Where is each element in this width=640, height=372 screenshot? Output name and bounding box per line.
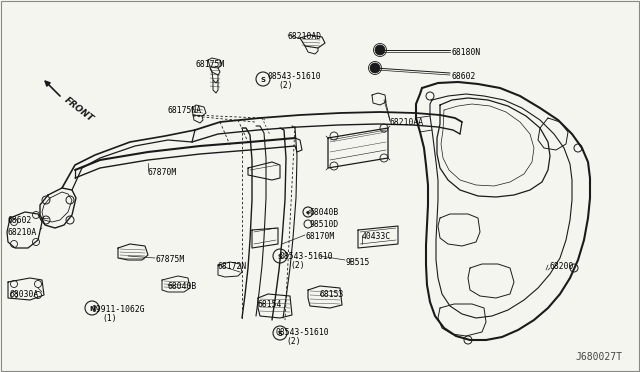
Text: 9B515: 9B515 — [345, 258, 369, 267]
Text: FRONT: FRONT — [63, 95, 95, 123]
Text: 67870M: 67870M — [148, 168, 177, 177]
Text: 68154: 68154 — [258, 300, 282, 309]
Text: 68210AA: 68210AA — [390, 118, 424, 127]
Text: (2): (2) — [290, 261, 305, 270]
Text: 68210A: 68210A — [8, 228, 37, 237]
Text: 68175M: 68175M — [195, 60, 224, 69]
Text: 40433C: 40433C — [362, 232, 391, 241]
Text: S: S — [278, 331, 282, 337]
Text: 08543-51610: 08543-51610 — [276, 328, 330, 337]
Text: 68200: 68200 — [550, 262, 574, 271]
Text: N: N — [89, 306, 95, 312]
Text: 68602: 68602 — [8, 216, 33, 225]
Text: 68175NA: 68175NA — [168, 106, 202, 115]
Text: 09911-1062G: 09911-1062G — [92, 305, 146, 314]
Text: 67875M: 67875M — [155, 255, 184, 264]
Text: S: S — [260, 77, 266, 83]
Text: ●: ● — [306, 211, 310, 215]
Text: 68030A: 68030A — [10, 290, 39, 299]
Circle shape — [370, 63, 380, 73]
Text: 68040B: 68040B — [310, 208, 339, 217]
Text: (2): (2) — [278, 81, 292, 90]
Text: S: S — [278, 254, 282, 260]
Text: 68170M: 68170M — [305, 232, 334, 241]
Text: J680027T: J680027T — [575, 352, 622, 362]
Text: (2): (2) — [286, 337, 301, 346]
Text: 08543-51610: 08543-51610 — [280, 252, 333, 261]
Text: 08543-51610: 08543-51610 — [268, 72, 322, 81]
Text: 98510D: 98510D — [310, 220, 339, 229]
Text: 68153: 68153 — [320, 290, 344, 299]
Circle shape — [375, 45, 385, 55]
Text: 68180N: 68180N — [452, 48, 481, 57]
Text: 68210AD: 68210AD — [288, 32, 322, 41]
Text: 68602: 68602 — [452, 72, 476, 81]
Text: 68172N: 68172N — [218, 262, 247, 271]
Text: (1): (1) — [102, 314, 116, 323]
Text: 68040B: 68040B — [168, 282, 197, 291]
